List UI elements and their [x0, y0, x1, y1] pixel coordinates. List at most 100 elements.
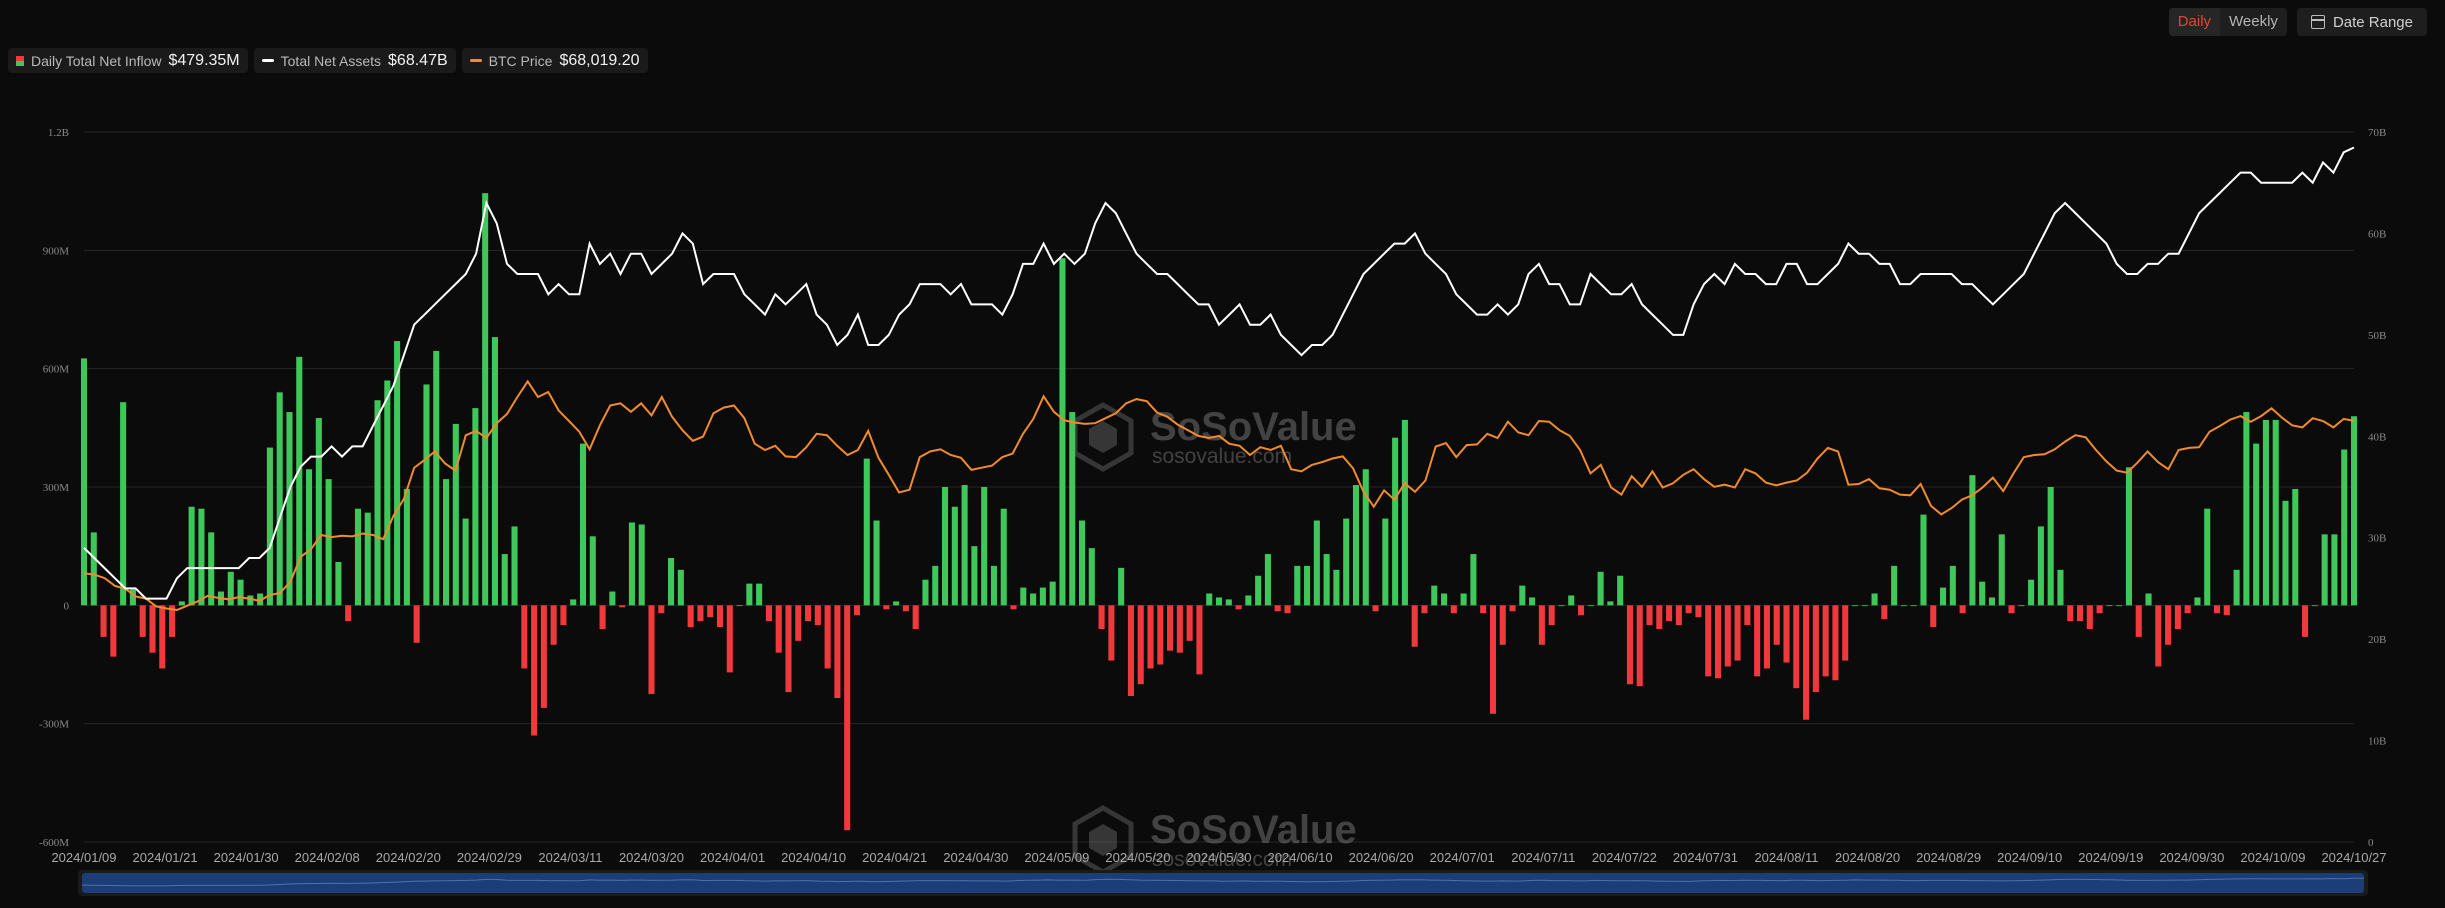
- x-tick-label: 2024/04/30: [943, 850, 1008, 865]
- inflow-bar: [2341, 449, 2348, 606]
- inflow-bar: [1470, 554, 1477, 606]
- left-tick-label: 900M: [43, 245, 70, 257]
- inflow-bar: [2145, 593, 2152, 606]
- inflow-bar: [1988, 597, 1996, 606]
- sosovalue-logo-icon: [1072, 402, 1134, 472]
- x-tick-label: 2024/01/21: [133, 850, 198, 865]
- inflow-bar: [2028, 579, 2035, 606]
- inflow-bar: [1754, 605, 1761, 677]
- inflow-bar: [2057, 569, 2064, 606]
- date-range-button[interactable]: Date Range: [2296, 8, 2427, 36]
- x-tick-label: 2024/01/09: [51, 850, 116, 865]
- inflow-bar: [1255, 575, 1262, 606]
- inflow-bar: [951, 506, 958, 606]
- inflow-bar: [1626, 605, 1633, 685]
- weekly-option[interactable]: Weekly: [2229, 13, 2278, 30]
- inflow-bar: [1617, 575, 1624, 606]
- inflow-bar: [2155, 605, 2162, 667]
- inflow-bar: [942, 487, 949, 606]
- inflow-bar: [1558, 605, 1565, 607]
- chart-legend: Daily Total Net Inflow $479.35M Total Ne…: [8, 48, 648, 73]
- inflow-bar: [2253, 443, 2260, 606]
- legend-item-net-inflow[interactable]: Daily Total Net Inflow $479.35M: [8, 48, 248, 73]
- inflow-bar: [462, 518, 469, 606]
- inflow-bar: [2067, 605, 2074, 622]
- inflow-bar: [2018, 605, 2025, 607]
- inflow-bar: [1186, 605, 1193, 641]
- inflow-bar: [981, 487, 988, 606]
- inflow-bar: [227, 571, 234, 606]
- legend-item-net-assets[interactable]: Total Net Assets $68.47B: [253, 48, 456, 73]
- inflow-bar: [726, 605, 733, 673]
- inflow-bar: [1313, 520, 1320, 606]
- inflow-bar: [1900, 605, 1907, 607]
- inflow-bar: [775, 605, 782, 653]
- left-tick-label: -300M: [39, 719, 69, 731]
- inflow-bar: [1020, 587, 1027, 606]
- inflow-bar: [668, 558, 675, 606]
- inflow-bar: [2165, 605, 2172, 645]
- x-tick-label: 2024/05/30: [1186, 850, 1251, 865]
- inflow-bar: [2282, 500, 2289, 606]
- inflow-bar: [1773, 605, 1780, 645]
- x-tick-label: 2024/04/01: [700, 850, 765, 865]
- inflow-bar: [1147, 605, 1154, 669]
- legend-item-btc-price[interactable]: BTC Price $68,019.20: [461, 48, 648, 73]
- inflow-bar: [570, 599, 577, 606]
- x-axis: 2024/01/09 2024/01/21 2024/01/30 2024/02/08…: [51, 850, 2386, 865]
- inflow-bar: [658, 605, 665, 614]
- inflow-bar: [2086, 605, 2093, 629]
- range-scrollbar[interactable]: [78, 870, 2368, 896]
- inflow-bar: [169, 605, 176, 637]
- inflow-bar: [814, 605, 821, 626]
- gridlines: [84, 131, 2354, 843]
- inflow-bar: [540, 605, 547, 708]
- inflow-bar: [609, 591, 616, 606]
- inflow-bar: [139, 605, 146, 637]
- x-tick-label: 2024/03/20: [619, 850, 684, 865]
- watermark-brand: SoSoValue: [1150, 808, 1357, 852]
- inflow-bar: [1030, 593, 1037, 606]
- x-tick-label: 2024/03/11: [538, 850, 602, 865]
- right-tick-label: 60B: [2368, 228, 2386, 240]
- inflow-bar: [853, 605, 861, 616]
- inflow-bar: [1480, 605, 1487, 614]
- x-tick-label: 2024/07/11: [1511, 850, 1575, 865]
- inflow-bar: [805, 605, 812, 622]
- legend-value: $68,019.20: [559, 51, 640, 69]
- inflow-bar: [403, 488, 410, 606]
- inflow-bar: [2204, 508, 2211, 606]
- calendar-icon: [2310, 15, 2325, 29]
- inflow-bar: [1607, 601, 1614, 606]
- inflow-bar: [1597, 571, 1604, 606]
- inflow-bar: [1871, 593, 1878, 606]
- inflow-bar: [159, 605, 166, 669]
- inflow-bar: [883, 605, 890, 610]
- inflow-bar: [824, 605, 831, 669]
- right-tick-label: 50B: [2368, 330, 2386, 342]
- inflow-bar: [1401, 419, 1408, 606]
- x-tick-label: 2024/02/08: [295, 850, 360, 865]
- inflow-bar: [286, 412, 293, 606]
- inflow-bar: [1842, 605, 1849, 661]
- inflow-bar: [2174, 605, 2181, 629]
- inflow-bar: [1118, 567, 1125, 606]
- daily-option[interactable]: Daily: [2168, 8, 2221, 36]
- inflow-bar: [501, 554, 508, 606]
- inflow-bar: [1225, 599, 1232, 606]
- inflow-bar: [785, 605, 792, 693]
- inflow-bar: [2331, 534, 2338, 606]
- total-net-assets-line: [83, 146, 2355, 600]
- inflow-bar: [550, 605, 557, 645]
- inflow-bar: [1441, 593, 1448, 606]
- left-tick-label: -600M: [39, 837, 69, 849]
- inflow-bar: [1411, 605, 1418, 647]
- inflow-bar: [765, 605, 772, 622]
- inflow-bar: [384, 380, 391, 606]
- inflow-bar: [1294, 565, 1301, 606]
- inflow-bar: [1714, 605, 1722, 679]
- inflow-bar: [1421, 605, 1428, 614]
- inflow-bar: [1078, 520, 1086, 606]
- right-tick-label: 10B: [2368, 736, 2386, 748]
